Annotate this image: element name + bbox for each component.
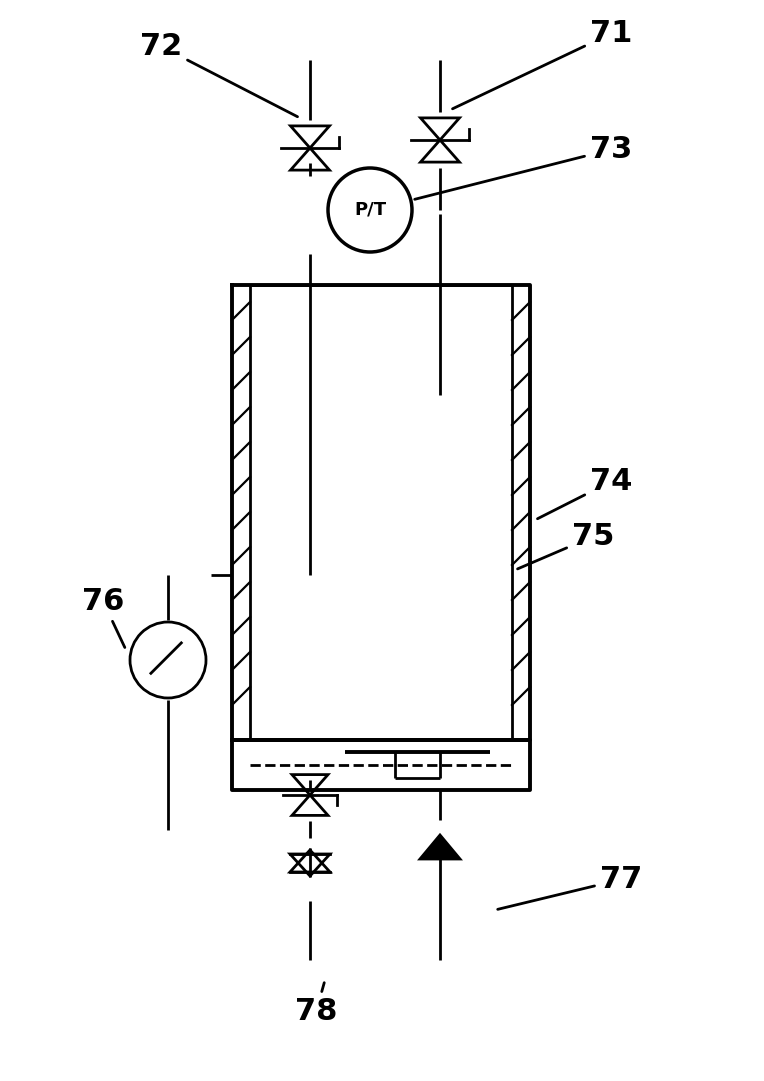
Circle shape (130, 622, 206, 698)
Text: 73: 73 (415, 135, 633, 199)
Text: 76: 76 (82, 587, 125, 648)
Text: 71: 71 (452, 19, 633, 109)
Text: 74: 74 (538, 467, 633, 519)
Text: 72: 72 (140, 32, 297, 117)
Circle shape (328, 168, 412, 252)
Text: 75: 75 (517, 522, 614, 569)
Text: 78: 78 (295, 983, 338, 1026)
Polygon shape (420, 835, 460, 859)
Text: 77: 77 (497, 865, 643, 909)
Text: P/T: P/T (354, 201, 386, 219)
